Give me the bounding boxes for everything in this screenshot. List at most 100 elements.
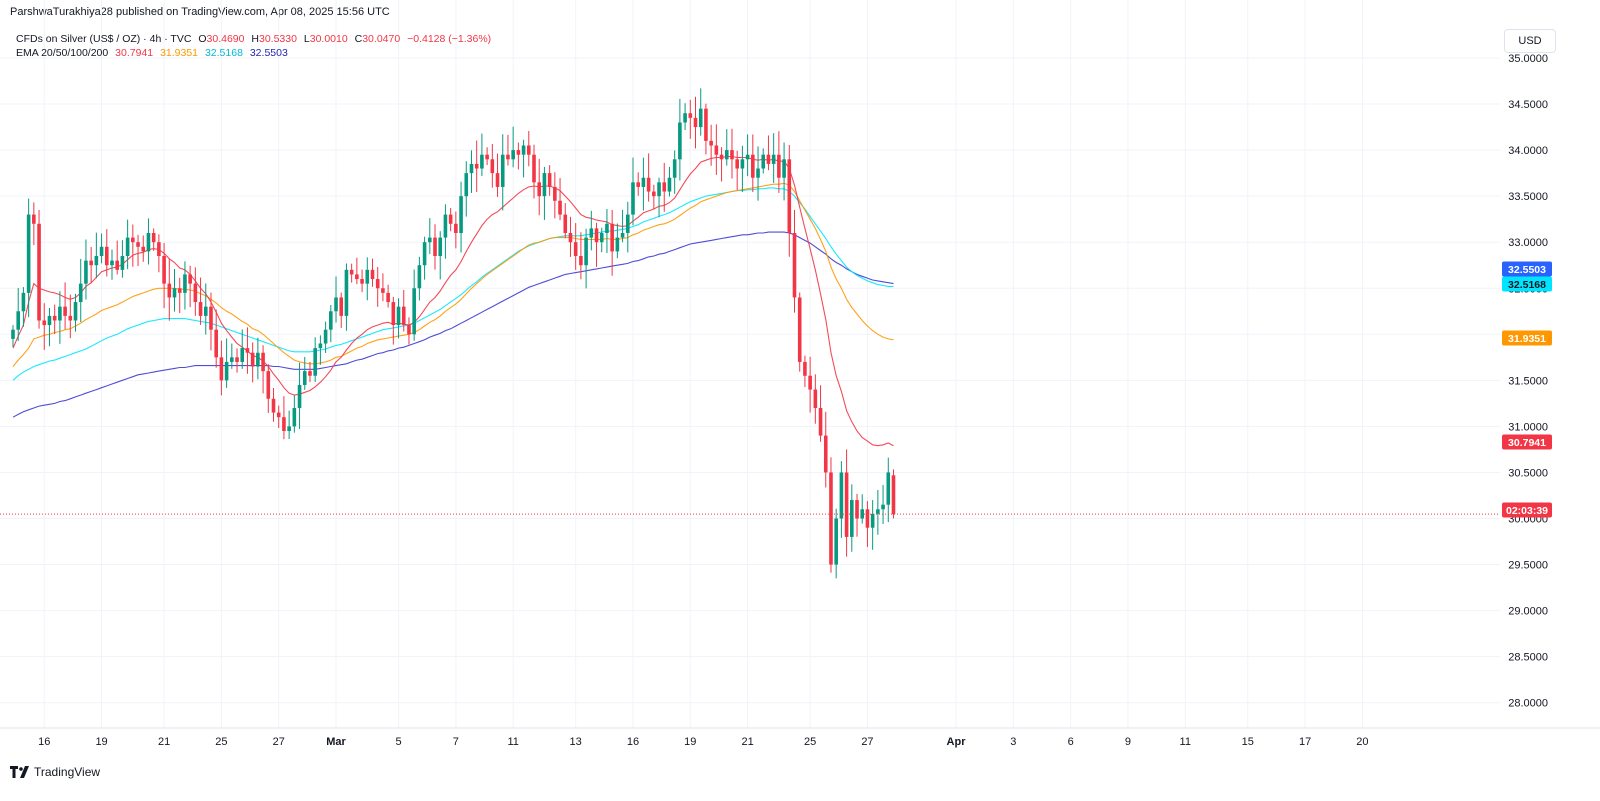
candle-body (631, 182, 635, 215)
candle (506, 134, 510, 166)
close-label: C (354, 33, 363, 45)
candle (839, 461, 844, 538)
candle-body (797, 297, 802, 362)
candle (766, 135, 771, 171)
candle (433, 224, 437, 270)
candle (724, 129, 729, 166)
open-label: O (198, 33, 207, 45)
candle-body (756, 168, 760, 178)
candle (58, 291, 62, 344)
candle (792, 210, 797, 313)
candle-body (886, 472, 891, 505)
candle-body (792, 232, 797, 298)
candle (485, 147, 489, 166)
ema100-line (12, 187, 894, 381)
candle-body (131, 237, 135, 243)
candle (714, 124, 719, 175)
candle-body (636, 182, 640, 187)
candle-body (104, 246, 109, 266)
candle (599, 227, 604, 253)
price-badge-label: 32.5168 (1508, 279, 1546, 291)
candle-body (678, 122, 682, 160)
candle-body (610, 223, 614, 252)
candle (672, 150, 677, 194)
candle-body (355, 274, 359, 280)
candle (610, 209, 614, 276)
candle-body (860, 509, 865, 519)
candle (183, 261, 187, 310)
candle-body (579, 256, 583, 266)
candle-body (605, 223, 609, 233)
candle (308, 361, 312, 383)
candle-body (553, 186, 557, 201)
candle-body (11, 329, 15, 339)
candle (297, 362, 302, 430)
candles (11, 88, 896, 579)
candle-body (94, 256, 99, 266)
candle-body (276, 412, 281, 418)
y-tick-label: 30.5000 (1508, 467, 1548, 479)
x-tick-label: 11 (507, 736, 518, 748)
candle-body (339, 297, 344, 316)
candle (172, 268, 177, 312)
high-value: 30.5330 (259, 33, 297, 45)
symbol-title[interactable]: CFDs on Silver (US$ / OZ) · 4h · TVC (16, 33, 192, 45)
candle (448, 208, 453, 232)
candle-body (240, 348, 245, 362)
candle (589, 210, 594, 251)
candle (490, 143, 495, 188)
candle-body (813, 389, 818, 408)
candle (162, 242, 166, 309)
candle (855, 493, 859, 537)
candle-body (68, 315, 73, 321)
candle-body (865, 509, 870, 528)
candle-body (230, 357, 234, 362)
candle (256, 337, 260, 380)
candle (261, 345, 265, 394)
change-value: −0.4128 (−1.36%) (407, 33, 492, 45)
candle-body (532, 154, 536, 183)
candle-body (751, 154, 755, 178)
candle-body (172, 288, 177, 298)
candle-body (469, 163, 474, 174)
candle-body (542, 173, 547, 197)
y-tick-label: 34.0000 (1508, 145, 1548, 157)
candle-body (459, 196, 463, 233)
candle-body (438, 237, 443, 257)
price-chart[interactable]: 35.000034.500034.000033.500033.000032.50… (0, 0, 1600, 760)
price-badge-bg (1502, 502, 1552, 518)
candle-body (771, 154, 776, 164)
candle (438, 231, 443, 280)
time-axis: 16 19 21 25 27 Mar 5 7 11 13 16 19 21 25 27 Apr 3 6 9 11 15 1… (0, 727, 1600, 748)
candle (16, 287, 21, 341)
candle (422, 236, 427, 280)
candle (37, 209, 41, 329)
candle (558, 178, 562, 221)
candle (579, 232, 583, 280)
ema-label[interactable]: EMA 20/50/100/200 (16, 47, 109, 59)
currency-button[interactable]: USD (1504, 29, 1556, 53)
candle-body (599, 232, 604, 243)
candle-body (370, 269, 375, 280)
candle (443, 204, 448, 259)
candle (240, 329, 245, 369)
candle (151, 228, 156, 251)
x-tick-label: 5 (395, 736, 401, 748)
candle (860, 494, 865, 524)
candle (401, 290, 406, 332)
x-tick-label: 21 (158, 736, 170, 748)
candle (537, 158, 542, 216)
candle (266, 364, 271, 413)
candle (302, 356, 307, 390)
candle-body (250, 352, 255, 367)
candle (662, 162, 667, 212)
candle (782, 142, 786, 201)
candle (615, 223, 620, 259)
x-tick-label: 7 (453, 736, 459, 748)
candle-body (870, 513, 875, 528)
brand-footer[interactable]: TradingView (10, 764, 100, 780)
candle-body (662, 182, 667, 192)
candle (381, 273, 385, 302)
candle-body (282, 417, 286, 432)
candle (177, 277, 182, 314)
